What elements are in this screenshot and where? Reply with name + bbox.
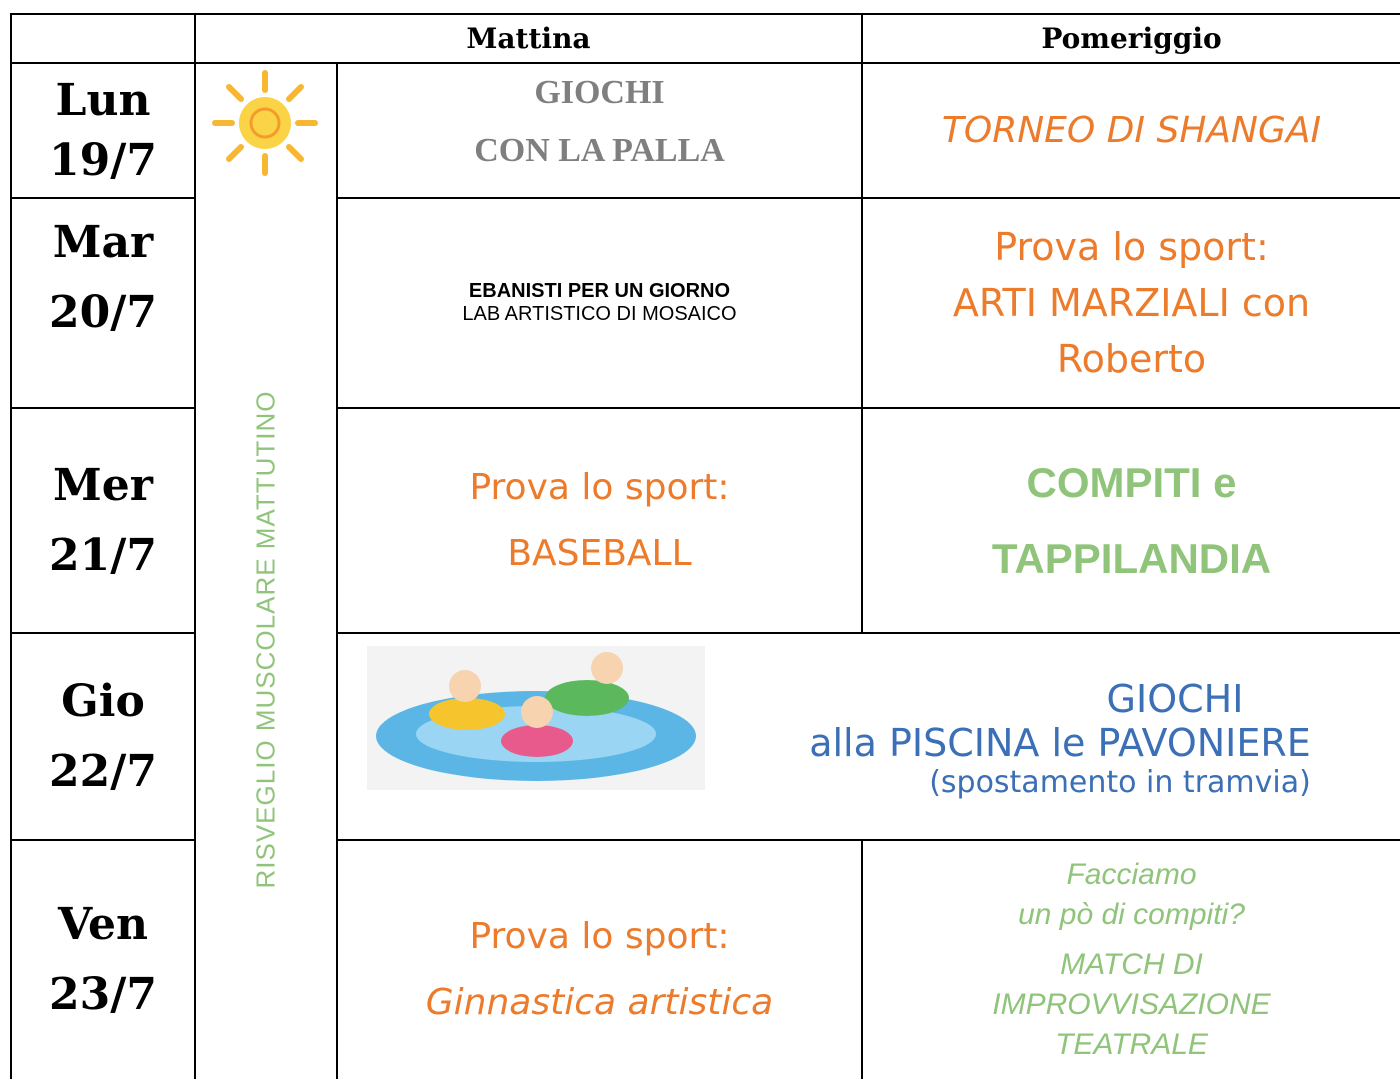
activity-line: Prova lo sport: — [469, 916, 730, 957]
activity-line: Facciamo — [1066, 858, 1197, 891]
pool-image — [367, 646, 705, 790]
grid-line — [10, 13, 1400, 15]
day-cell: Ven 23/7 — [12, 841, 194, 1079]
activity-line: alla PISCINA le PAVONIERE — [809, 720, 1311, 765]
grid-line — [194, 13, 196, 1079]
grid-line — [10, 197, 195, 199]
grid-line — [861, 840, 863, 1079]
activity-line: ARTI MARZIALI con — [952, 281, 1311, 325]
grid-line — [10, 839, 195, 841]
activity-cell: Prova lo sport: Ginnastica artistica — [338, 841, 861, 1079]
activity-cell: GIOCHI alla PISCINA le PAVONIERE (sposta… — [720, 638, 1400, 838]
activity-line: Roberto — [1056, 337, 1207, 381]
day-cell: Gio 22/7 — [12, 634, 194, 839]
day-date: 23/7 — [49, 969, 157, 1020]
grid-line — [336, 63, 338, 1079]
day-cell: Lun 19/7 — [12, 64, 194, 197]
grid-line — [337, 197, 1400, 199]
sun-icon — [212, 70, 318, 176]
day-date: 20/7 — [49, 287, 157, 338]
activity-line: TEATRALE — [1055, 1028, 1208, 1061]
activity-line: GIOCHI — [534, 74, 665, 111]
day-date: 22/7 — [49, 745, 157, 797]
activity-line: GIOCHI — [1106, 676, 1244, 721]
grid-line — [337, 407, 1400, 409]
activity-cell: TORNEO DI SHANGAI — [863, 64, 1400, 197]
day-cell: Mer 21/7 — [12, 409, 194, 632]
activity-cell: COMPITI e TAPPILANDIA — [863, 409, 1400, 632]
activity-line: CON LA PALLA — [474, 132, 725, 169]
activity-line: un pò di compiti? — [1018, 898, 1245, 931]
grid-line — [861, 13, 863, 633]
activity-line: TORNEO DI SHANGAI — [941, 110, 1322, 151]
day-name: Gio — [61, 675, 145, 727]
day-cell: Mar 20/7 — [12, 199, 194, 407]
grid-line — [10, 407, 195, 409]
day-name: Lun — [55, 74, 151, 126]
activity-line: MATCH DI — [1060, 948, 1203, 981]
activity-line: Prova lo sport: — [469, 466, 730, 508]
grid-line — [10, 62, 1400, 64]
grid-line — [337, 632, 1400, 634]
header-morning: Mattina — [466, 22, 591, 55]
header-afternoon: Pomeriggio — [1041, 22, 1222, 55]
activity-cell: Prova lo sport: ARTI MARZIALI con Roberto — [863, 199, 1400, 407]
activity-cell: Prova lo sport: BASEBALL — [338, 409, 861, 632]
activity-line: (spostamento in tramvia) — [929, 764, 1311, 800]
activity-line: TAPPILANDIA — [991, 534, 1272, 582]
grid-line — [337, 839, 1400, 841]
day-date: 19/7 — [49, 134, 157, 186]
activity-line: COMPITI e — [1026, 458, 1237, 506]
day-name: Mer — [53, 459, 153, 511]
grid-line — [10, 632, 195, 634]
activity-cell: EBANISTI PER UN GIORNO LAB ARTISTICO DI M… — [338, 199, 861, 407]
activity-line: EBANISTI PER UN GIORNO — [468, 280, 731, 302]
activity-line: BASEBALL — [507, 532, 692, 574]
activity-line: IMPROVVISAZIONE — [992, 988, 1271, 1021]
day-name: Mar — [52, 217, 154, 268]
activity-cell: GIOCHI CON LA PALLA — [338, 64, 861, 197]
day-date: 21/7 — [49, 529, 157, 581]
grid-line — [10, 13, 12, 1079]
activity-line: Ginnastica artistica — [425, 982, 774, 1023]
activity-line: Prova lo sport: — [994, 225, 1269, 269]
day-name: Ven — [57, 899, 149, 950]
activity-cell: Facciamo un pò di compiti? MATCH DI IMPROV… — [863, 841, 1400, 1079]
side-label: RISVEGLIO MUSCOLARE MATTUTINO — [250, 390, 281, 889]
activity-line: LAB ARTISTICO DI MOSAICO — [462, 303, 737, 325]
